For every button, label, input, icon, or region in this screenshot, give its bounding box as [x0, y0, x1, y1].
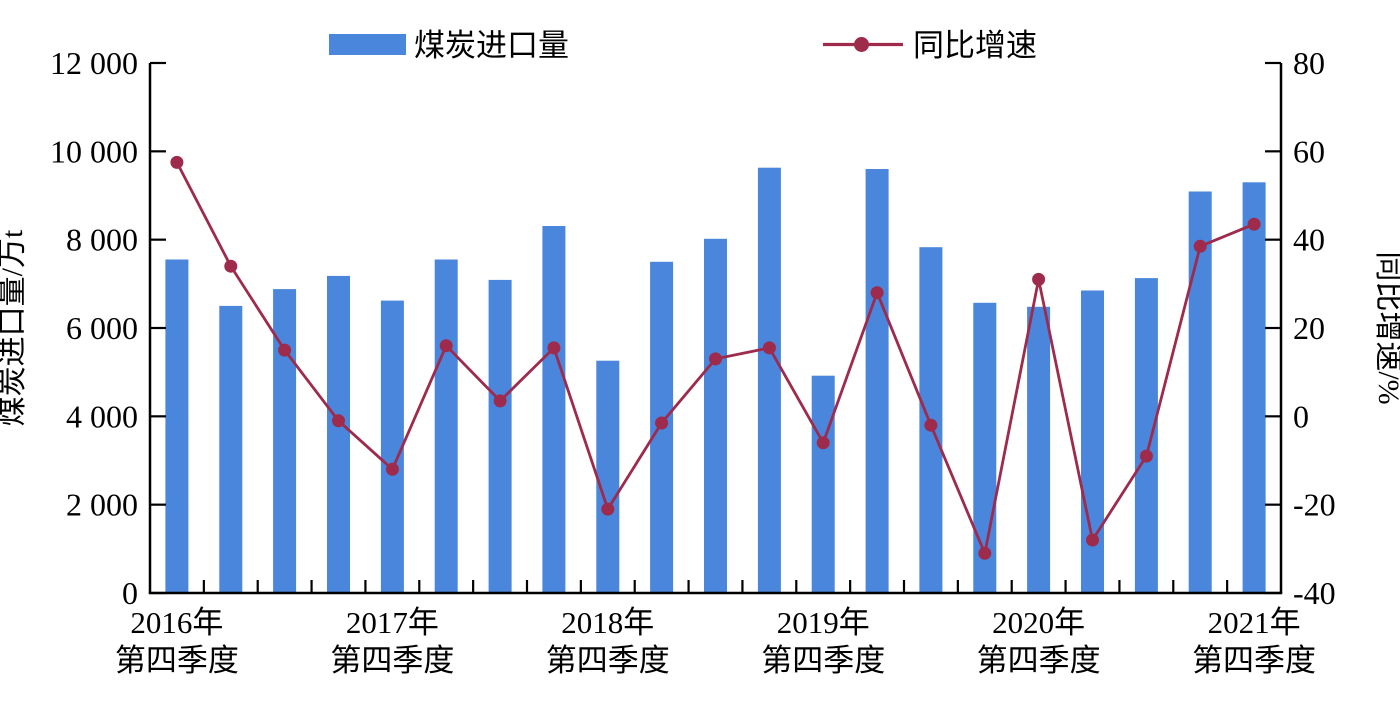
legend: 煤炭进口量 同比增速: [329, 28, 1037, 63]
bar-2017Q2: [273, 289, 297, 593]
bar-2021Q2: [1134, 278, 1158, 593]
bar-2018Q4: [596, 360, 620, 593]
right-tick-label: 20: [1293, 310, 1325, 346]
growth-point-2021Q3: [1193, 239, 1207, 253]
x-tick-label-year: 2017年: [346, 605, 439, 640]
x-tick-label-quarter: 第四季度: [977, 643, 1101, 678]
x-tick-label-quarter: 第四季度: [546, 643, 670, 678]
growth-point-2019Q1: [655, 416, 669, 430]
growth-point-2017Q4: [385, 462, 399, 476]
x-tick-label-quarter: 第四季度: [761, 643, 885, 678]
legend-line-marker-icon: [854, 37, 869, 52]
bar-2019Q3: [757, 167, 781, 593]
growth-point-2019Q2: [709, 352, 722, 366]
growth-point-2017Q1: [224, 259, 238, 273]
bar-2018Q3: [542, 226, 566, 593]
growth-point-2018Q4: [601, 502, 615, 516]
bar-2018Q2: [488, 279, 512, 593]
bar-2017Q3: [327, 275, 350, 593]
right-tick-label: -40: [1293, 575, 1336, 611]
growth-point-2019Q3: [762, 341, 776, 355]
x-tick-label-quarter: 第四季度: [1192, 643, 1316, 678]
bar-2021Q4: [1242, 182, 1266, 594]
growth-point-2020Q3: [978, 546, 992, 560]
growth-point-2021Q4: [1247, 217, 1261, 231]
x-tick-label-year: 2018年: [561, 605, 654, 640]
legend-bar-swatch: [329, 34, 406, 55]
growth-point-2017Q3: [332, 414, 345, 428]
growth-point-2019Q4: [816, 436, 830, 450]
x-tick-label-year: 2020年: [992, 605, 1085, 640]
right-axis-title: 同比增速/%: [1372, 251, 1400, 404]
left-tick-label: 2 000: [66, 487, 138, 523]
bar-2020Q1: [865, 169, 889, 593]
legend-bar-label: 煤炭进口量: [414, 28, 569, 63]
bar-2021Q3: [1188, 191, 1212, 593]
left-tick-label: 4 000: [66, 398, 138, 434]
bar-2017Q1: [219, 305, 243, 593]
growth-point-2020Q2: [924, 418, 938, 432]
bar-2016Q4: [165, 259, 189, 593]
right-tick-label: 60: [1293, 133, 1325, 169]
growth-point-2018Q1: [439, 339, 453, 353]
plot-area: 12 000 10 000 8 000 6 000 4 000 2 000 0 80 60 40 2…: [50, 45, 1336, 678]
left-tick-label: 6 000: [66, 310, 138, 346]
legend-line-label: 同比增速: [913, 28, 1037, 63]
bar-2018Q1: [434, 259, 458, 593]
left-tick-label: 0: [122, 575, 138, 611]
x-tick-label-quarter: 第四季度: [330, 643, 454, 678]
bar-2017Q4: [380, 300, 404, 593]
growth-point-2020Q4: [1032, 272, 1046, 286]
right-tick-label: -20: [1293, 487, 1336, 523]
bar-2019Q2: [704, 238, 727, 594]
growth-point-2016Q4: [170, 155, 184, 169]
bar-2021Q1: [1081, 290, 1104, 593]
growth-point-2020Q1: [870, 286, 884, 300]
growth-point-2021Q1: [1086, 533, 1099, 547]
left-tick-label: 12 000: [50, 45, 138, 81]
left-axis-title: 煤炭进口量/万t: [0, 229, 29, 426]
growth-point-2018Q3: [547, 341, 561, 355]
bar-2019Q4: [811, 375, 835, 593]
left-tick-label: 8 000: [66, 222, 138, 258]
x-tick-label-quarter: 第四季度: [115, 643, 239, 678]
x-tick-label-year: 2016年: [130, 605, 223, 640]
bar-2020Q4: [1027, 306, 1051, 593]
right-tick-label: 40: [1293, 222, 1325, 258]
x-tick-label-year: 2019年: [777, 605, 870, 640]
right-tick-label: 80: [1293, 45, 1325, 81]
x-tick-label-year: 2021年: [1208, 605, 1301, 640]
left-tick-label: 10 000: [50, 133, 138, 169]
right-tick-label: 0: [1293, 398, 1309, 434]
growth-point-2017Q2: [278, 343, 292, 357]
growth-point-2021Q2: [1139, 449, 1153, 463]
growth-point-2018Q2: [493, 394, 507, 408]
